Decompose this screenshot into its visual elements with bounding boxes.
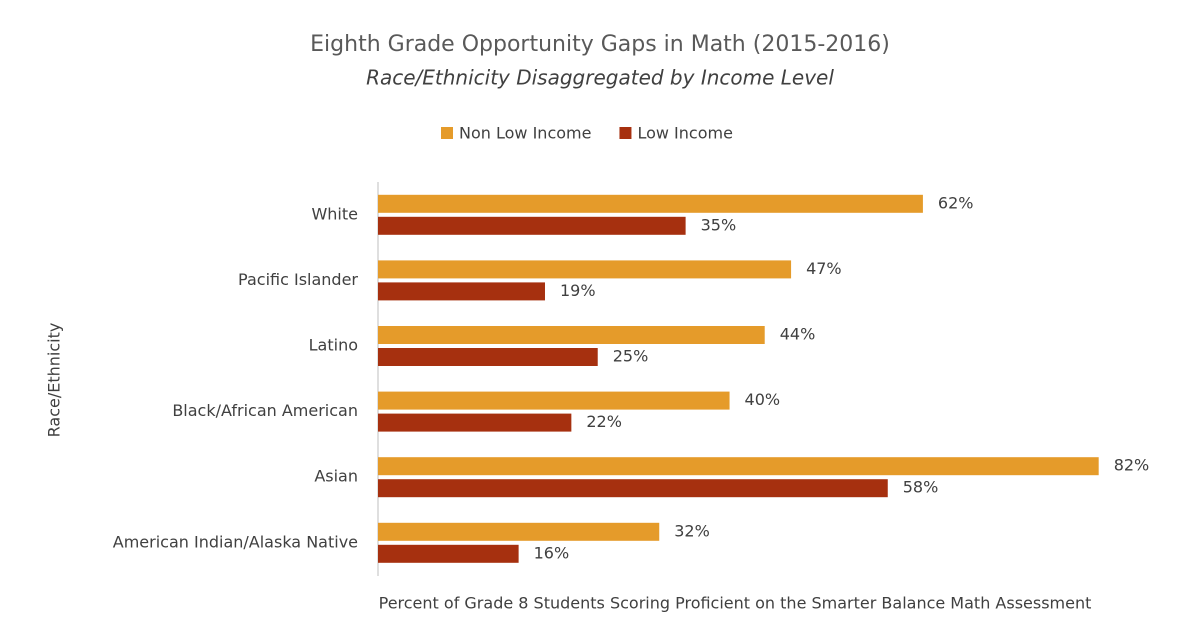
data-label: 44% bbox=[780, 325, 816, 344]
data-label: 62% bbox=[938, 193, 974, 212]
y-tick-label: Latino bbox=[309, 336, 358, 355]
data-label: 40% bbox=[745, 390, 781, 409]
legend-swatch bbox=[619, 127, 632, 139]
bar bbox=[378, 348, 598, 366]
data-label: 82% bbox=[1114, 456, 1150, 475]
data-label: 22% bbox=[586, 412, 622, 431]
y-axis-label: Race/Ethnicity bbox=[45, 323, 64, 438]
y-tick-label: Black/African American bbox=[172, 401, 358, 420]
bar bbox=[378, 413, 572, 432]
legend-label: Non Low Income bbox=[459, 124, 591, 143]
bar bbox=[378, 457, 1099, 476]
bar bbox=[378, 326, 765, 344]
bar bbox=[378, 391, 730, 410]
data-label: 32% bbox=[674, 521, 710, 540]
y-tick-label: American Indian/Alaska Native bbox=[113, 532, 358, 551]
bar bbox=[378, 544, 519, 563]
x-axis-label: Percent of Grade 8 Students Scoring Prof… bbox=[379, 594, 1092, 613]
bar bbox=[378, 194, 923, 213]
y-tick-label: Asian bbox=[314, 467, 358, 486]
legend-label: Low Income bbox=[637, 124, 732, 143]
data-label: 25% bbox=[613, 347, 649, 366]
chart-subtitle: Race/Ethnicity Disaggregated by Income L… bbox=[366, 66, 834, 90]
bar bbox=[378, 522, 660, 541]
data-label: 16% bbox=[534, 543, 570, 562]
bar bbox=[378, 479, 888, 498]
data-label: 19% bbox=[560, 281, 596, 300]
data-label: 35% bbox=[701, 215, 737, 234]
chart-title: Eighth Grade Opportunity Gaps in Math (2… bbox=[310, 32, 890, 57]
legend-swatch bbox=[441, 127, 453, 139]
data-label: 58% bbox=[903, 478, 939, 497]
y-tick-label: White bbox=[311, 204, 358, 223]
data-label: 47% bbox=[806, 259, 842, 278]
bar bbox=[378, 260, 792, 279]
bar bbox=[378, 216, 686, 235]
y-tick-label: Pacific Islander bbox=[238, 270, 358, 289]
bar bbox=[378, 282, 545, 301]
